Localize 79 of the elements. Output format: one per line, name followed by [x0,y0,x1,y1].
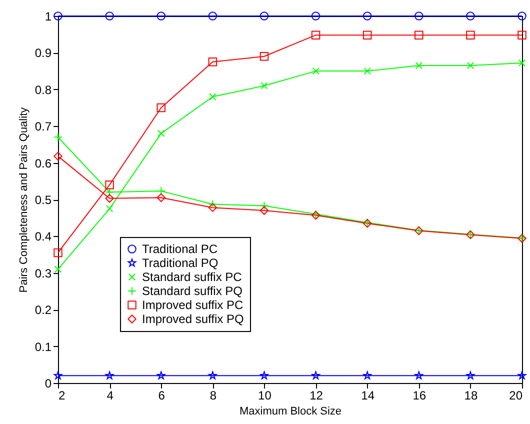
point [518,59,526,67]
legend-label: Improved suffix PQ [142,312,244,326]
x-tick-label: 10 [258,388,272,402]
point [260,82,268,90]
y-tick-label: 0.7 [34,120,52,134]
legend-label: Improved suffix PC [142,298,244,312]
point [208,12,218,20]
x-tick-label: 2 [58,388,66,402]
x-axis-title: Maximum Block Size [239,406,342,418]
y-tick-label: 0.4 [34,230,52,244]
y-tick-label: 0.3 [34,266,52,280]
point [311,30,320,40]
point [105,12,114,20]
legend-label: Standard suffix PQ [142,284,242,298]
point [208,203,218,212]
point [105,180,114,190]
y-axis-title: Pairs Completeness and Pairs Quality [18,106,30,293]
point [363,371,372,380]
point [414,371,424,380]
x-tick-label: 14 [361,388,375,402]
point [362,30,372,40]
x-tick-label: 8 [210,388,217,402]
legend-label: Traditional PQ [142,256,218,270]
point [106,205,114,212]
point [312,67,320,75]
x-tick-label: 18 [464,388,478,402]
point [208,371,217,380]
point [260,371,268,380]
point [466,30,475,40]
point [466,62,474,70]
y-tick-label: 1 [44,10,52,24]
point [156,371,166,380]
point [364,67,371,75]
x-tick-label: 20 [509,388,523,402]
point [54,132,62,142]
point [260,52,269,61]
point [105,371,114,380]
legend-label: Standard suffix PC [142,270,242,284]
point [54,12,62,20]
point [260,201,269,210]
point [518,30,526,40]
point [208,200,218,209]
point [466,12,475,20]
legend-label: Traditional PC [142,242,218,256]
point [362,12,372,20]
point [312,371,320,380]
y-tick-label: 0.2 [34,303,52,318]
point [466,371,475,380]
y-tick-label: 0.5 [34,193,52,207]
y-tick-label: 0.9 [34,46,52,60]
point [156,103,166,112]
point [414,12,424,20]
point [260,12,269,20]
x-tick-label: 12 [310,388,324,402]
point [415,62,422,70]
point [54,152,62,161]
point [54,248,62,258]
point [105,188,114,197]
point [156,186,166,196]
point [518,12,526,20]
point [208,58,218,66]
point [54,371,62,380]
y-tick-label: 0.8 [34,82,52,97]
x-tick-label: 4 [106,388,114,402]
point [54,266,62,273]
point [518,371,526,380]
point [156,193,166,202]
point [260,206,269,215]
y-tick-label: 0.6 [34,156,52,170]
y-tick-label: 0 [44,376,52,390]
point [105,194,114,203]
x-tick-label: 16 [412,388,426,402]
y-tick-label: 0.1 [34,340,52,354]
point [414,30,424,40]
point [311,12,320,20]
point [209,93,216,100]
point [156,12,166,20]
point [158,130,165,138]
x-tick-label: 6 [158,388,166,402]
